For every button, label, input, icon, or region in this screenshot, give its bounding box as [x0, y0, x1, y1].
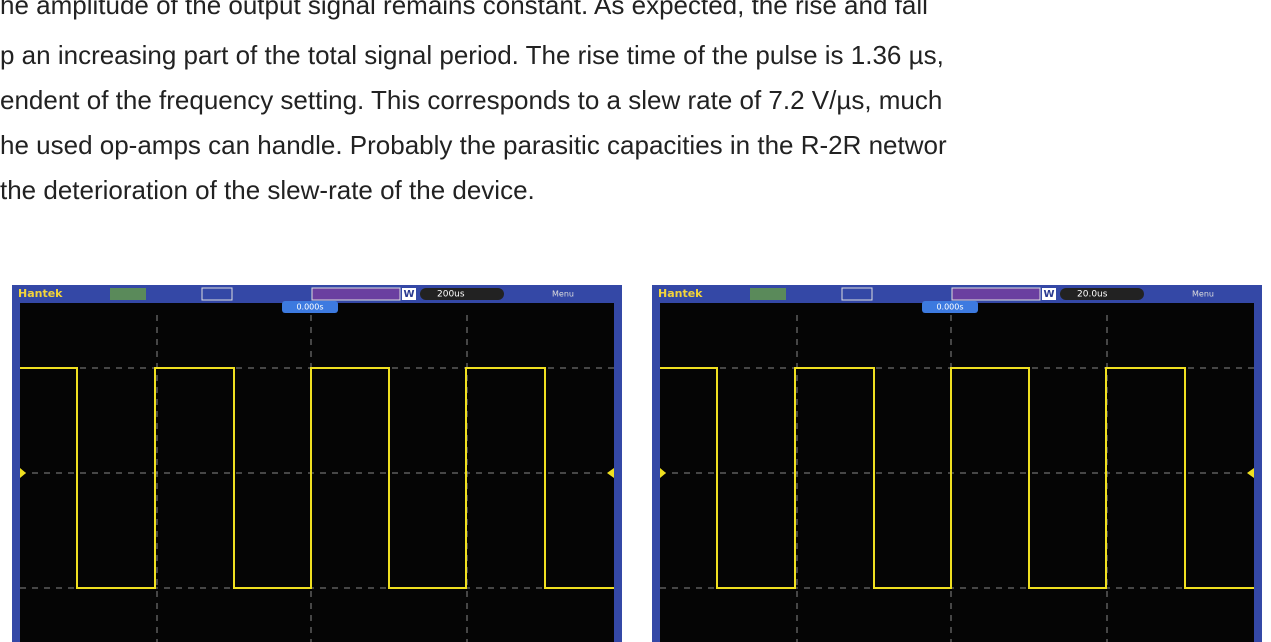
page: {"paragraph": {"lines": [ "he amplitude … — [0, 0, 1271, 642]
wave-icon — [952, 288, 1040, 300]
scope-images: Hantek W 200us Menu 0.000s Hantek W 20.0us Menu 0… — [0, 0, 1271, 642]
wave-icon — [312, 288, 400, 300]
w-label: W — [403, 289, 414, 300]
timebase: 200us — [437, 290, 465, 300]
w-label: W — [1043, 289, 1054, 300]
icon — [842, 288, 872, 300]
trigger-time: 0.000s — [296, 303, 323, 312]
timebase: 20.0us — [1077, 290, 1108, 300]
oscilloscope: Hantek W 200us Menu 0.000s — [12, 285, 622, 642]
oscilloscope: Hantek W 20.0us Menu 0.000s — [652, 285, 1262, 642]
icon — [110, 288, 146, 300]
menu: Menu — [1192, 290, 1214, 299]
brand: Hantek — [18, 287, 63, 300]
icon — [202, 288, 232, 300]
brand: Hantek — [658, 287, 703, 300]
trigger-time: 0.000s — [936, 303, 963, 312]
menu: Menu — [552, 290, 574, 299]
icon — [750, 288, 786, 300]
